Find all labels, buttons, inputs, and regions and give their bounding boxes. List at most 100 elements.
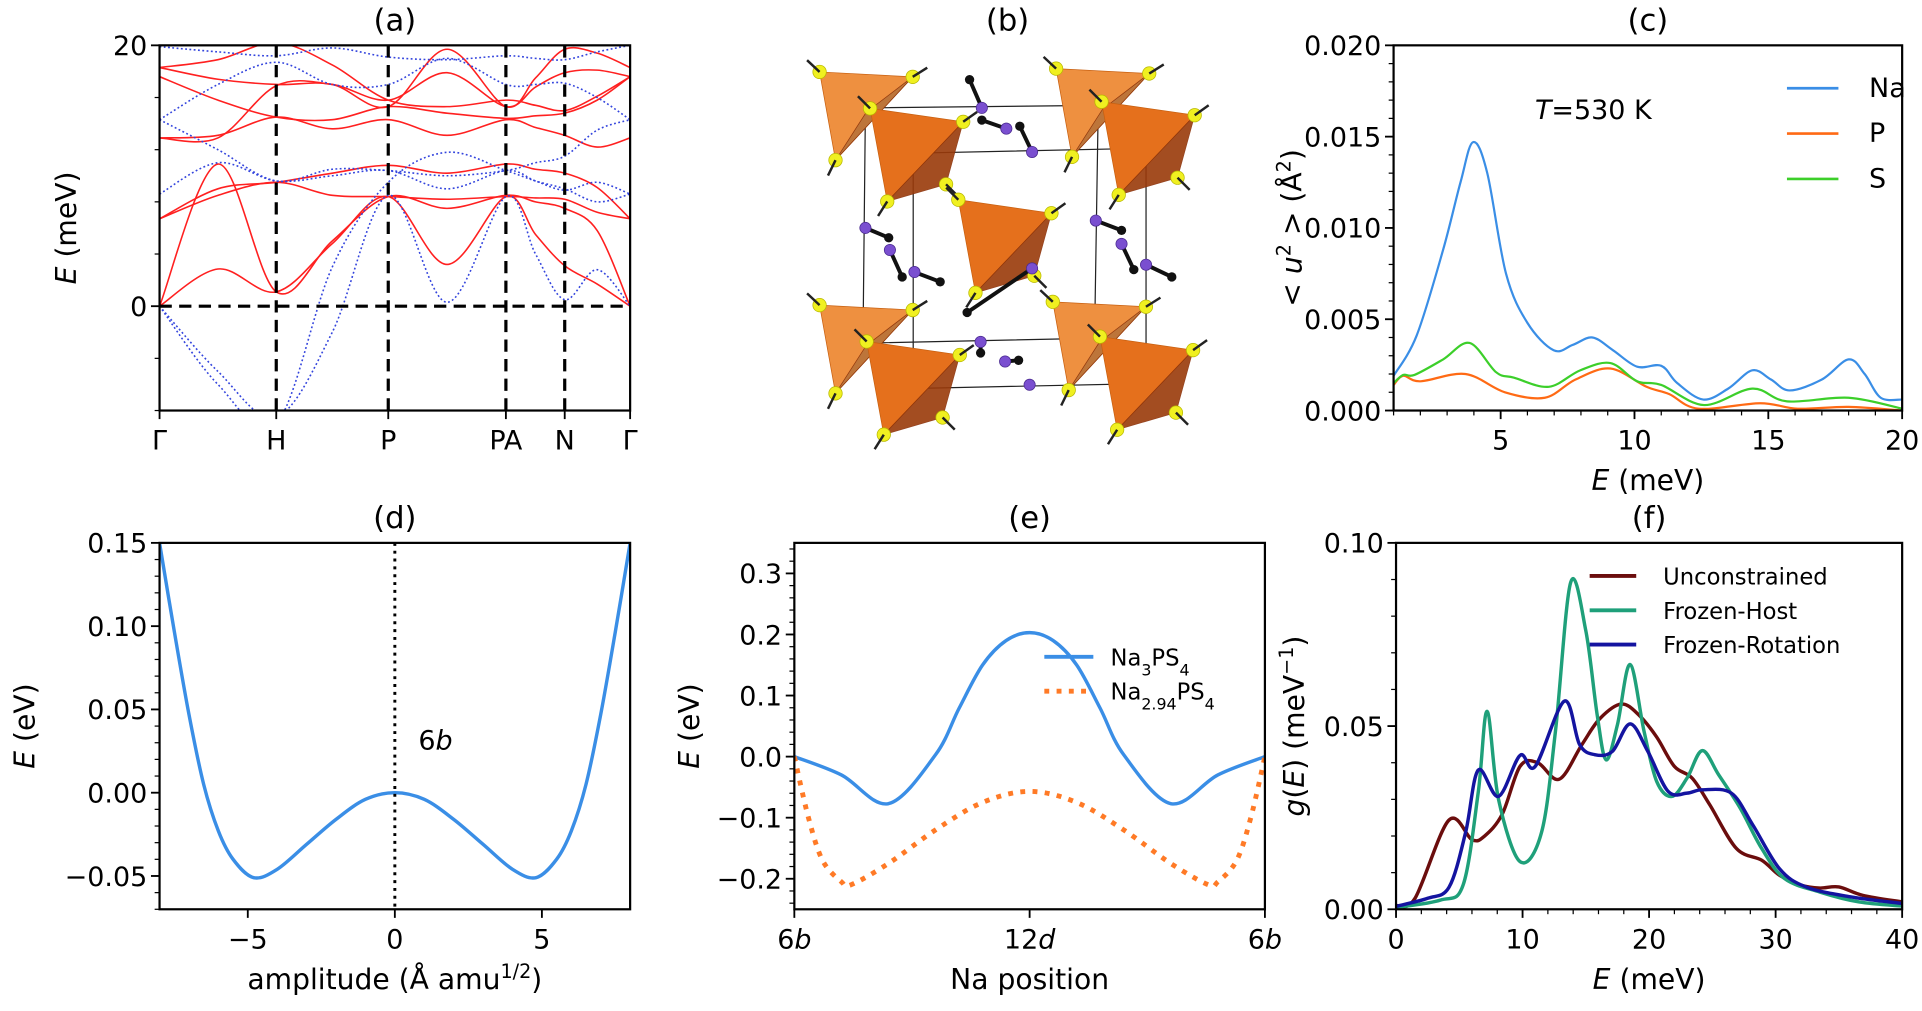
displacement-arrow-icon (857, 95, 871, 110)
x-tick-label: 6b (777, 925, 811, 956)
panel-d-title: (d) (373, 501, 416, 536)
legend-label: Na3PS4 (1111, 645, 1190, 679)
vacancy-marker (1167, 272, 1177, 282)
panel-b-crystal-structure (806, 55, 1210, 450)
series-line-1 (794, 756, 1265, 889)
y-tick-label: 0.2 (739, 620, 782, 651)
sodium-atom (1026, 145, 1039, 158)
displacement-arrow-icon (1060, 389, 1070, 407)
axes-frame (793, 541, 1267, 911)
series-line-0 (159, 542, 631, 880)
series-line-5 (159, 116, 631, 148)
y-tick-label: 0.00 (1324, 895, 1384, 926)
displacement-arrow-icon (912, 299, 928, 312)
sulfur-atom (880, 194, 895, 209)
displacement-arrow-icon (1145, 296, 1162, 308)
panel-c-title: (c) (1628, 4, 1669, 39)
legend-label: S (1869, 163, 1886, 194)
panel-e-title: (e) (1008, 501, 1051, 536)
ps4-tetrahedron (1086, 323, 1208, 445)
panel-c: (c) 0.000 0.005 0.010 0.015 0.020 5 10 15 20 E (me… (1272, 4, 1919, 498)
x-tick-label: PA (489, 426, 523, 457)
displacement-arrow-icon (826, 159, 837, 177)
legend-label: Na2.94PS4 (1111, 680, 1215, 714)
temperature-annotation: T=530 K (1535, 95, 1653, 126)
series-line-1 (159, 163, 631, 307)
ps4-tetrahedron (945, 186, 1067, 309)
series-line-0 (794, 630, 1265, 806)
legend-label: Frozen-Host (1663, 599, 1797, 625)
plot-area (1393, 141, 1903, 411)
y-tick-label: 0.010 (1304, 214, 1381, 245)
sodium-atom (975, 101, 988, 114)
x-tick-label: 5 (1492, 426, 1509, 457)
series-line-14 (159, 45, 631, 61)
panel-e: (e) −0.2 −0.1 0.0 0.1 0.2 0.3 6b 12d 6b Na positio… (673, 501, 1282, 996)
series-line-9 (159, 194, 631, 411)
displacement-arrow-icon (853, 328, 868, 343)
displacement-arrow-icon (1175, 411, 1189, 426)
y-tick-label: 0.000 (1304, 396, 1381, 427)
y-tick-label: 0 (130, 292, 147, 323)
sodium-atom (999, 355, 1012, 368)
series-line-2 (1393, 341, 1903, 410)
series-line-12 (159, 57, 631, 121)
x-tick-label: H (266, 426, 286, 457)
displacement-arrow-icon (1063, 156, 1074, 173)
sodium-atom (1140, 258, 1153, 271)
series-line-7 (159, 46, 631, 109)
displacement-arrow-icon (941, 416, 956, 431)
panel-b-title: (b) (986, 4, 1029, 39)
y-axis-label: E (eV) (9, 683, 42, 768)
displacement-arrow-icon (1106, 429, 1119, 445)
x-tick-label: 0 (1387, 925, 1404, 956)
y-tick-label: 0.015 (1304, 122, 1381, 153)
y-tick-label: −0.05 (65, 862, 148, 893)
legend: Na PS (1786, 73, 1906, 194)
displacement-arrow-icon (1192, 339, 1208, 352)
series-line-10 (159, 151, 631, 411)
series-line-3 (159, 181, 631, 220)
displacement-arrow-icon (806, 292, 821, 307)
plot-area (1396, 577, 1903, 910)
x-tick-label: 5 (533, 925, 550, 956)
legend-label: P (1869, 118, 1885, 149)
y-tick-label: 0.05 (87, 695, 147, 726)
x-tick-label: N (555, 426, 575, 457)
sodium-atom (859, 221, 872, 234)
displacement-arrow-icon (826, 392, 837, 410)
vacancy-marker (1015, 121, 1025, 131)
ps4-tetrahedron (857, 95, 978, 217)
sodium-atom (883, 243, 896, 256)
sodium-atom (1026, 262, 1039, 275)
x-tick-label: P (380, 426, 396, 457)
y-axis-label: < u2 > (Å2) (1272, 149, 1309, 307)
y-tick-label: 0.005 (1304, 305, 1381, 336)
x-tick-label: 20 (1632, 925, 1666, 956)
displacement-arrow-icon (873, 434, 885, 450)
panel-a-title: (a) (374, 4, 417, 39)
displacement-arrow-icon (912, 66, 928, 78)
y-axis-label: g(E) (meV−1) (1275, 636, 1312, 817)
plot-area (159, 45, 631, 411)
vacancy-marker (884, 233, 894, 243)
x-axis-label: Na position (950, 963, 1109, 996)
vacancy-marker (935, 277, 945, 287)
legend-label: Na (1869, 73, 1906, 104)
legend: Unconstrained Frozen-Host Frozen-Rotation (1589, 565, 1840, 659)
displacement-arrow-icon (1042, 55, 1057, 70)
panel-f: (f) 0.00 0.05 0.10 0 10 20 30 40 E (meV) g(E) (meV… (1275, 501, 1920, 996)
x-tick-label: 12d (1004, 925, 1056, 956)
vacancy-marker (964, 74, 975, 85)
sulfur-atom (1111, 187, 1126, 202)
vacancy-marker (1116, 225, 1127, 236)
x-tick-label: 40 (1885, 925, 1919, 956)
displacement-arrow-icon (877, 200, 889, 217)
displacement-arrow-icon (1039, 289, 1054, 303)
vacancy-marker (962, 307, 972, 318)
displacement-arrow-icon (1033, 274, 1048, 289)
sodium-atom (1000, 122, 1013, 135)
vacancy-marker (1013, 355, 1024, 365)
series-line-13 (159, 118, 631, 183)
ps4-tetrahedron (1088, 88, 1210, 211)
